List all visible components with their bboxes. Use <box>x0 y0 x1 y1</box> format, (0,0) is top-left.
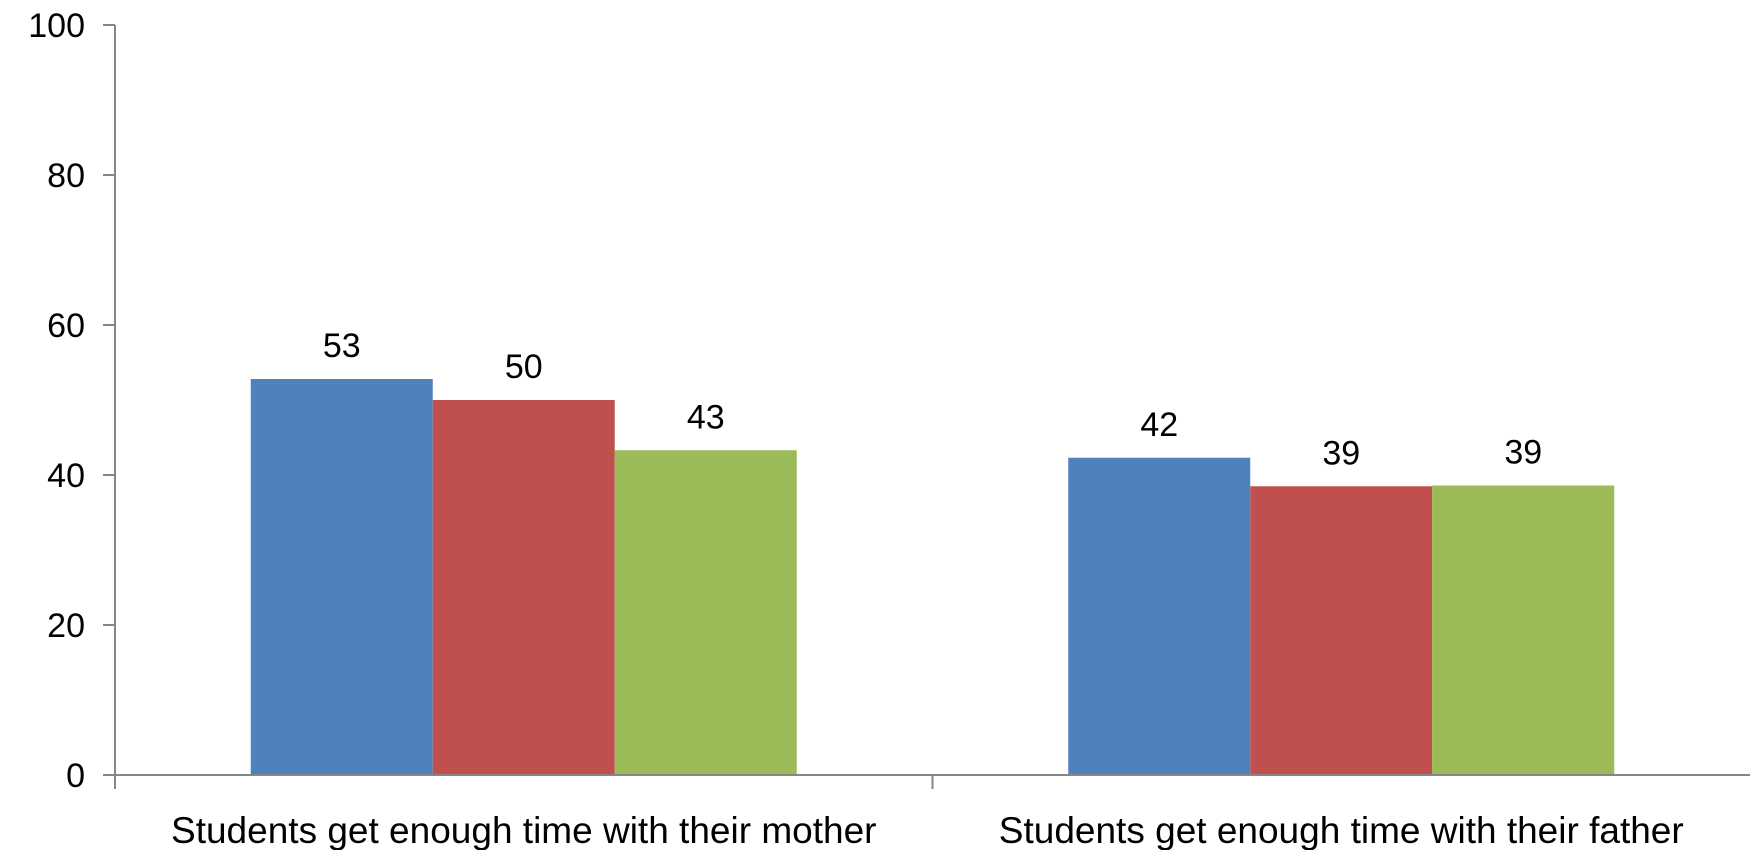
y-tick-label: 0 <box>66 757 85 795</box>
category-labels-group: Students get enough time with their moth… <box>171 810 1684 850</box>
y-tick-label: 40 <box>47 457 85 495</box>
bar <box>1250 486 1433 775</box>
bar <box>1432 485 1615 775</box>
data-label: 42 <box>1140 406 1178 444</box>
data-label: 39 <box>1322 434 1360 472</box>
y-tick-label: 80 <box>47 157 85 195</box>
data-label: 43 <box>687 398 725 436</box>
y-tick-label: 100 <box>28 7 85 45</box>
data-label: 39 <box>1504 434 1542 472</box>
data-labels-group: 53 50 43 42 39 39 <box>323 327 1542 472</box>
y-tick-label: 20 <box>47 607 85 645</box>
data-label: 53 <box>323 327 361 365</box>
bars-group <box>250 379 1615 775</box>
bar <box>614 450 797 775</box>
y-tick-label: 60 <box>47 307 85 345</box>
x-axis-ticks <box>114 775 934 789</box>
category-label: Students get enough time with their moth… <box>171 810 876 850</box>
data-label: 50 <box>505 348 543 386</box>
bar <box>432 400 615 775</box>
bar <box>250 379 433 775</box>
y-axis-ticks: 0 20 40 60 80 100 <box>28 7 115 795</box>
category-label: Students get enough time with their fath… <box>999 810 1684 850</box>
bar <box>1068 457 1251 775</box>
